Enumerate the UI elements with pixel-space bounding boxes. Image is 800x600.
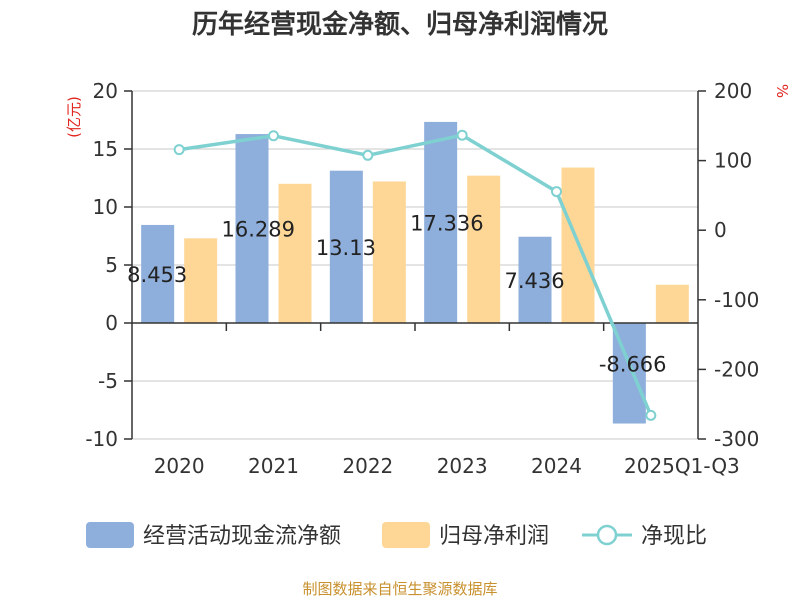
- bar-profit: [278, 183, 312, 323]
- category-label: 2023: [437, 454, 488, 478]
- legend-swatch-cash[interactable]: [86, 522, 134, 548]
- right-tick-label: 0: [714, 218, 727, 242]
- left-axis-unit: (亿元): [65, 96, 83, 138]
- legend: 经营活动现金流净额 归母净利润 净现比: [86, 522, 707, 549]
- right-tick-label: 200: [714, 79, 752, 103]
- ratio-line: [178, 133, 653, 417]
- ratio-line-layer: [173, 129, 657, 421]
- bars-layer: [141, 121, 689, 424]
- bar-cash: [141, 224, 175, 323]
- category-label: 2020: [154, 454, 205, 478]
- category-label: 2025Q1-Q3: [624, 454, 740, 478]
- left-tick-label: -10: [85, 427, 118, 451]
- bar-profit: [184, 238, 218, 323]
- right-tick-label: -100: [714, 288, 759, 312]
- right-tick-label: -200: [714, 357, 759, 381]
- ratio-point: [173, 144, 185, 156]
- cash-data-label: -8.666: [599, 352, 667, 376]
- left-tick-label: -5: [98, 369, 118, 393]
- axes-layer: 20 15 10 5 0 -5 -10 200 100 0 -100 -200 -300 2020 2021…: [85, 79, 759, 478]
- legend-swatch-ratio-marker[interactable]: [596, 524, 618, 546]
- category-label: 2024: [531, 454, 582, 478]
- bar-cash: [518, 236, 552, 323]
- bar-cash: [235, 134, 269, 323]
- legend-label-cash[interactable]: 经营活动现金流净额: [143, 524, 341, 549]
- cash-data-label: 7.436: [505, 269, 565, 293]
- left-tick-label: 0: [105, 311, 118, 335]
- legend-label-ratio[interactable]: 净现比: [641, 524, 707, 549]
- left-tick-label: 5: [105, 253, 118, 277]
- right-tick-label: 100: [714, 149, 752, 173]
- right-axis-unit: %: [773, 84, 791, 98]
- bar-profit: [655, 284, 689, 323]
- legend-swatch-profit[interactable]: [382, 522, 430, 548]
- ratio-point: [456, 129, 468, 141]
- cash-data-label: 16.289: [222, 218, 295, 242]
- bar-profit: [467, 175, 501, 323]
- ratio-point: [551, 186, 562, 198]
- data-labels-layer: 8.453 16.289 13.13 17.336 7.436 -8.666: [127, 211, 666, 376]
- chart-title: 历年经营现金净额、归母净利润情况: [192, 9, 608, 40]
- cash-data-label: 17.336: [410, 211, 483, 235]
- bar-profit: [372, 181, 406, 323]
- source-note: 制图数据来自恒生聚源数据库: [302, 580, 497, 598]
- bar-cash: [329, 170, 363, 323]
- category-label: 2021: [248, 454, 299, 478]
- left-tick-label: 20: [93, 79, 118, 103]
- ratio-point: [362, 149, 374, 161]
- legend-label-profit[interactable]: 归母净利润: [439, 524, 549, 549]
- cash-data-label: 8.453: [127, 263, 187, 287]
- gridlines: [132, 90, 698, 440]
- ratio-point: [268, 130, 279, 142]
- ratio-point: [645, 409, 657, 421]
- bar-cash: [424, 121, 458, 323]
- left-tick-label: 10: [93, 195, 118, 219]
- left-tick-label: 15: [93, 137, 118, 161]
- right-tick-label: -300: [714, 427, 759, 451]
- cash-data-label: 13.13: [316, 236, 376, 260]
- category-label: 2022: [342, 454, 393, 478]
